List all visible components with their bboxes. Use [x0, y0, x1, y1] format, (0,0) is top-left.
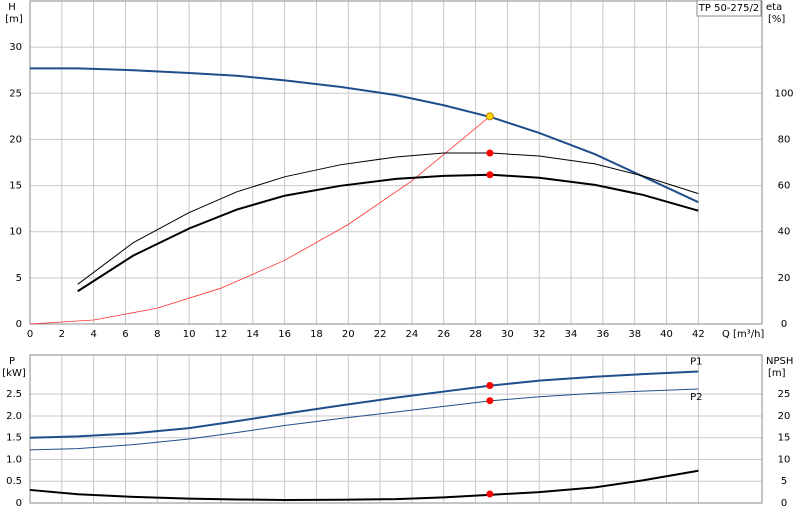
x-tick-label: 24	[406, 329, 419, 340]
x-tick-label: 34	[565, 329, 578, 340]
y-unit: [m]	[5, 14, 23, 25]
x-tick-label: 42	[692, 329, 705, 340]
curve	[29, 388, 699, 451]
y2-tick-label: 20	[778, 411, 791, 422]
x-tick-label: 38	[628, 329, 641, 340]
x-tick-label: 22	[374, 329, 387, 340]
x-tick-label: 32	[533, 329, 546, 340]
x-tick-label: 4	[90, 329, 96, 340]
x-tick-label: 40	[660, 329, 673, 340]
x-tick-label: 12	[215, 329, 228, 340]
y-tick-label: 0.5	[6, 476, 22, 487]
operating-point	[486, 381, 494, 389]
x-tick-label: 30	[501, 329, 514, 340]
y-tick-label: 1.5	[6, 433, 22, 444]
y2-tick-label: 20	[778, 273, 791, 284]
y2-label: eta	[766, 2, 782, 13]
y-tick-label: 20	[9, 134, 22, 145]
y2-label: NPSH	[766, 356, 793, 367]
x-tick-label: 28	[469, 329, 482, 340]
x-tick-label: 26	[437, 329, 450, 340]
x-tick-label: 20	[342, 329, 355, 340]
curve	[77, 173, 699, 293]
y2-tick-label: 40	[778, 227, 791, 238]
plot-frame	[29, 0, 763, 325]
y-tick-label: 25	[9, 88, 22, 99]
x-tick-label: 2	[59, 329, 65, 340]
y-tick-label: 10	[9, 227, 22, 238]
y2-unit: [%]	[768, 14, 785, 25]
x-tick-label: 18	[310, 329, 323, 340]
x-label: Q [m³/h]	[722, 329, 764, 340]
operating-point	[485, 112, 494, 121]
chart-title: TP 50-275/2	[698, 3, 759, 14]
series-label: P2	[690, 392, 702, 403]
y-tick-label: 2.0	[6, 411, 22, 422]
y2-tick-label: 0	[781, 498, 787, 509]
y-tick-label: 0	[16, 498, 22, 509]
operating-point	[486, 397, 494, 405]
y2-unit: [m]	[768, 368, 786, 379]
operating-point	[486, 149, 494, 157]
y2-tick-label: 60	[778, 181, 791, 192]
x-tick-label: 16	[278, 329, 291, 340]
y2-tick-label: 80	[778, 134, 791, 145]
plot-frame	[29, 354, 763, 504]
series-label: P1	[690, 357, 702, 368]
y2-tick-label: 100	[774, 88, 793, 99]
x-tick-label: 6	[122, 329, 128, 340]
y-tick-label: 2.5	[6, 389, 22, 400]
y-tick-label: 1.0	[6, 454, 22, 465]
curve	[29, 116, 491, 325]
y-tick-label: 15	[9, 181, 22, 192]
curve	[29, 469, 699, 501]
y2-tick-label: 10	[778, 454, 791, 465]
y-unit: [kW]	[2, 368, 26, 379]
title-box	[696, 0, 762, 17]
operating-point	[486, 171, 494, 179]
curve	[29, 370, 699, 439]
x-tick-label: 8	[154, 329, 160, 340]
y2-tick-label: 25	[778, 389, 791, 400]
y2-tick-label: 5	[781, 476, 787, 487]
y2-tick-label: 0	[781, 319, 787, 330]
y-tick-label: 30	[9, 42, 22, 53]
y-tick-label: 5	[16, 273, 22, 284]
x-tick-label: 36	[597, 329, 610, 340]
curve	[30, 67, 699, 204]
x-tick-label: 14	[246, 329, 259, 340]
x-tick-label: 0	[27, 329, 33, 340]
curve	[77, 152, 699, 285]
operating-point	[486, 490, 494, 498]
y-label: H	[8, 2, 16, 13]
y-tick-label: 0	[16, 319, 22, 330]
y-label: P	[9, 356, 15, 367]
x-tick-label: 10	[183, 329, 196, 340]
y2-tick-label: 15	[778, 433, 791, 444]
